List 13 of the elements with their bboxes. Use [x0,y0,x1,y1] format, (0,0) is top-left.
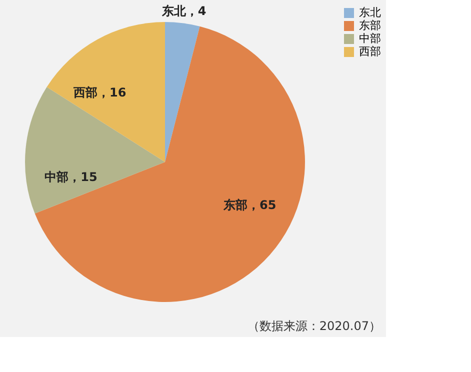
pie-slice [25,86,165,214]
pie-slice [165,22,200,162]
data-label: 东部，65 [222,198,276,212]
legend-label: 西部 [359,45,381,58]
pie-slice [34,26,305,302]
data-label: 东北，4 [160,4,206,18]
legend-label: 东部 [359,19,381,32]
text: （数据来源：2020.07） [247,319,381,333]
legend-label: 中部 [359,32,381,45]
pie-slice [46,22,165,162]
data-label: 西部，16 [72,86,126,100]
data-label: 中部，15 [44,170,98,184]
legend-label: 东北 [359,6,381,19]
